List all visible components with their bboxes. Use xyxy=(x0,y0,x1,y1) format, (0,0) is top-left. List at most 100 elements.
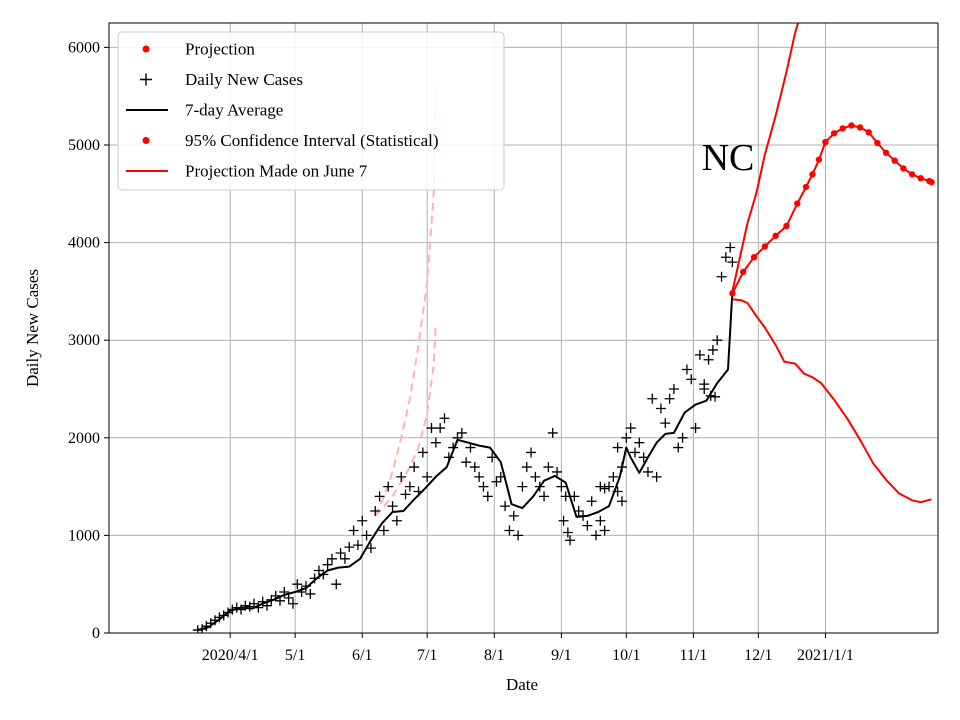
daily-case-marker xyxy=(331,579,342,590)
x-tick-label: 5/1 xyxy=(285,647,305,664)
daily-case-marker xyxy=(227,604,238,615)
daily-case-marker xyxy=(599,483,610,494)
projection-point xyxy=(761,243,769,250)
daily-case-marker xyxy=(569,491,580,502)
daily-case-marker xyxy=(508,510,519,521)
daily-case-marker xyxy=(703,354,714,365)
y-tick-label: 2000 xyxy=(68,430,100,447)
daily-case-marker xyxy=(478,481,489,492)
daily-case-marker xyxy=(305,588,316,599)
daily-case-marker xyxy=(608,471,619,482)
series-layer xyxy=(197,23,935,632)
daily-case-marker xyxy=(603,481,614,492)
y-tick-label: 4000 xyxy=(68,235,100,252)
series-line-0 xyxy=(197,291,734,632)
legend-marker xyxy=(142,137,150,144)
daily-case-marker xyxy=(599,525,610,536)
projection-point xyxy=(865,129,872,136)
x-tick-label: 2021/1/1 xyxy=(797,647,854,664)
daily-case-marker xyxy=(474,471,485,482)
legend-items: Projection Daily New Cases 7-day Average 95… xyxy=(126,40,439,181)
daily-case-marker xyxy=(616,496,627,507)
daily-case-marker xyxy=(673,442,684,453)
legend-label: 7-day Average xyxy=(185,101,283,120)
daily-case-marker xyxy=(526,447,537,458)
daily-case-marker xyxy=(558,515,569,526)
daily-case-marker xyxy=(383,481,394,492)
legend-label: Projection xyxy=(185,40,255,59)
daily-case-marker xyxy=(292,579,303,590)
daily-case-marker xyxy=(404,481,415,492)
daily-case-marker xyxy=(348,525,359,536)
projection-point xyxy=(856,124,864,131)
projection-point xyxy=(891,157,898,164)
daily-case-marker xyxy=(283,592,294,603)
daily-case-marker xyxy=(725,242,736,253)
daily-case-marker xyxy=(344,542,355,553)
daily-case-marker xyxy=(578,510,589,521)
y-axis-label: Daily New Cases xyxy=(23,269,42,387)
daily-case-marker xyxy=(534,481,545,492)
daily-case-marker xyxy=(521,462,532,473)
daily-case-marker xyxy=(586,496,597,507)
daily-case-marker xyxy=(647,393,658,404)
daily-case-marker xyxy=(539,491,550,502)
daily-case-marker xyxy=(448,442,459,453)
projection-point xyxy=(729,290,736,297)
daily-case-marker xyxy=(231,602,242,613)
daily-case-marker xyxy=(642,466,653,477)
series-line-3 xyxy=(732,298,932,504)
daily-case-marker xyxy=(426,423,437,434)
daily-case-marker xyxy=(357,515,368,526)
daily-case-marker xyxy=(727,257,738,268)
daily-case-marker xyxy=(573,506,584,516)
projection-point xyxy=(900,165,907,172)
x-tick-label: 2020/4/1 xyxy=(202,647,259,664)
projection-point xyxy=(750,254,758,261)
daily-case-marker xyxy=(513,530,524,541)
daily-case-marker xyxy=(287,598,298,609)
daily-case-marker xyxy=(240,600,251,611)
daily-case-marker xyxy=(326,553,337,564)
daily-case-marker xyxy=(560,491,571,502)
daily-case-marker xyxy=(192,625,203,633)
daily-case-marker xyxy=(712,335,723,346)
daily-case-marker xyxy=(482,491,493,502)
legend-label: 95% Confidence Interval (Statistical) xyxy=(185,131,439,150)
projection-point xyxy=(815,156,823,163)
daily-case-marker xyxy=(352,540,363,551)
daily-case-marker xyxy=(530,471,541,482)
daily-case-marker xyxy=(430,437,441,448)
daily-case-marker xyxy=(452,432,463,443)
daily-case-marker xyxy=(413,486,424,497)
daily-case-marker xyxy=(699,384,710,394)
x-tick-label: 8/1 xyxy=(484,647,504,664)
projection-point xyxy=(928,178,935,186)
projection-point xyxy=(848,122,855,129)
daily-case-marker xyxy=(279,587,290,598)
projection-point xyxy=(783,222,790,230)
daily-case-marker xyxy=(547,427,558,438)
daily-case-marker xyxy=(707,344,718,355)
daily-case-marker xyxy=(322,559,333,570)
daily-case-marker xyxy=(552,466,563,477)
projection-point xyxy=(802,183,810,191)
projection-point xyxy=(839,125,846,132)
y-axis-ticks: 0 1000 2000 3000 4000 5000 6000 xyxy=(68,39,109,642)
daily-case-marker xyxy=(582,520,593,531)
projection-point xyxy=(772,232,779,239)
daily-case-marker xyxy=(710,391,721,402)
y-tick-label: 3000 xyxy=(68,332,100,349)
legend-label: Daily New Cases xyxy=(185,70,303,89)
daily-case-marker xyxy=(296,587,307,598)
daily-case-marker xyxy=(616,462,627,473)
daily-case-marker xyxy=(651,471,662,482)
daily-case-marker xyxy=(716,271,727,282)
daily-case-marker xyxy=(387,501,398,512)
daily-case-marker xyxy=(660,418,671,429)
x-tick-label: 9/1 xyxy=(551,647,571,664)
daily-case-marker xyxy=(270,590,281,601)
projection-point xyxy=(917,174,924,182)
daily-case-marker xyxy=(595,515,606,526)
projection-point xyxy=(822,138,829,146)
